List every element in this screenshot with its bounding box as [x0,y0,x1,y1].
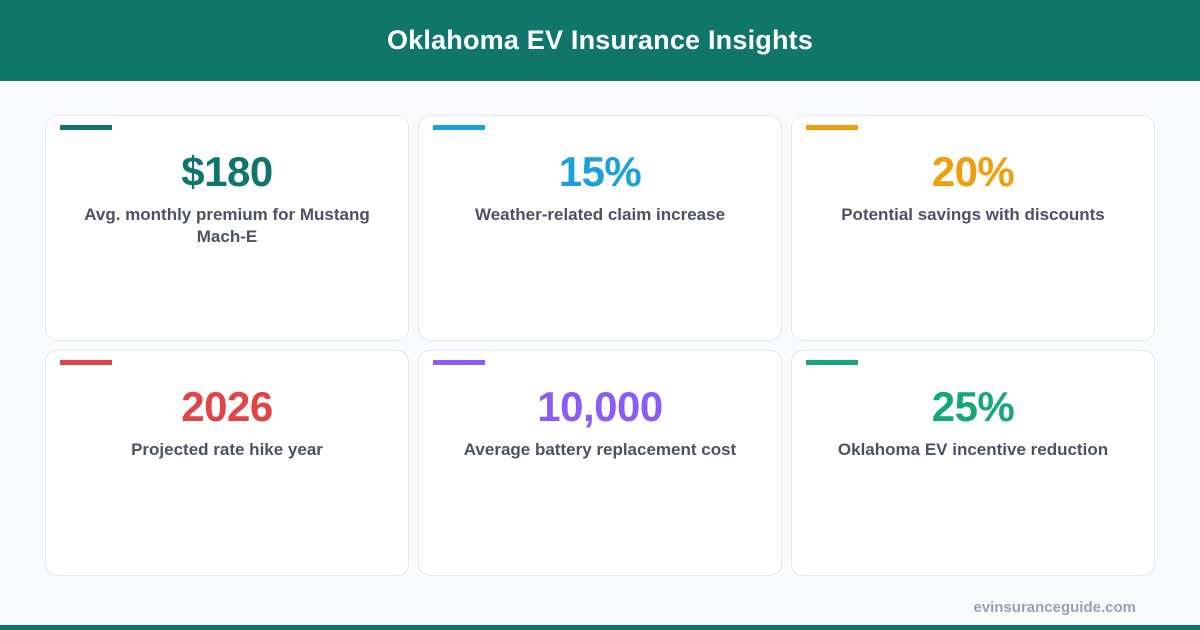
stat-label: Potential savings with discounts [841,205,1105,224]
stat-card-discount-savings: 20% Potential savings with discounts [791,115,1155,341]
card-accent-bar [60,360,112,365]
card-accent-bar [433,360,485,365]
stat-label: Avg. monthly premium for Mustang Mach-E [84,205,370,246]
stat-label: Weather-related claim increase [474,205,726,224]
stat-card-premium: $180 Avg. monthly premium for Mustang Ma… [45,115,409,341]
stat-value: $180 [181,148,273,195]
stat-card-battery-cost: 10,000 Average battery replacement cost [418,350,782,576]
stat-card-weather-claims: 15% Weather-related claim increase [418,115,782,341]
card-accent-bar [806,125,858,130]
stat-value: 15% [558,148,642,195]
stat-label: Oklahoma EV incentive reduction [837,440,1109,459]
card-accent-bar [433,125,485,130]
page-title: Oklahoma EV Insurance Insights [386,25,814,55]
stat-label: Average battery replacement cost [463,440,737,459]
stat-value: 10,000 [537,383,663,430]
stats-grid: $180 Avg. monthly premium for Mustang Ma… [45,115,1155,576]
stat-card-incentive-reduction: 25% Oklahoma EV incentive reduction [791,350,1155,576]
card-accent-bar [60,125,112,130]
header-banner: Oklahoma EV Insurance Insights [0,0,1200,81]
footer-bar [0,625,1200,630]
stat-value: 20% [931,148,1015,195]
site-link[interactable]: evinsuranceguide.com [973,599,1136,616]
stat-label: Projected rate hike year [131,440,323,459]
stat-value: 2026 [181,383,273,430]
card-accent-bar [806,360,858,365]
stat-card-rate-hike: 2026 Projected rate hike year [45,350,409,576]
stat-value: 25% [931,383,1015,430]
